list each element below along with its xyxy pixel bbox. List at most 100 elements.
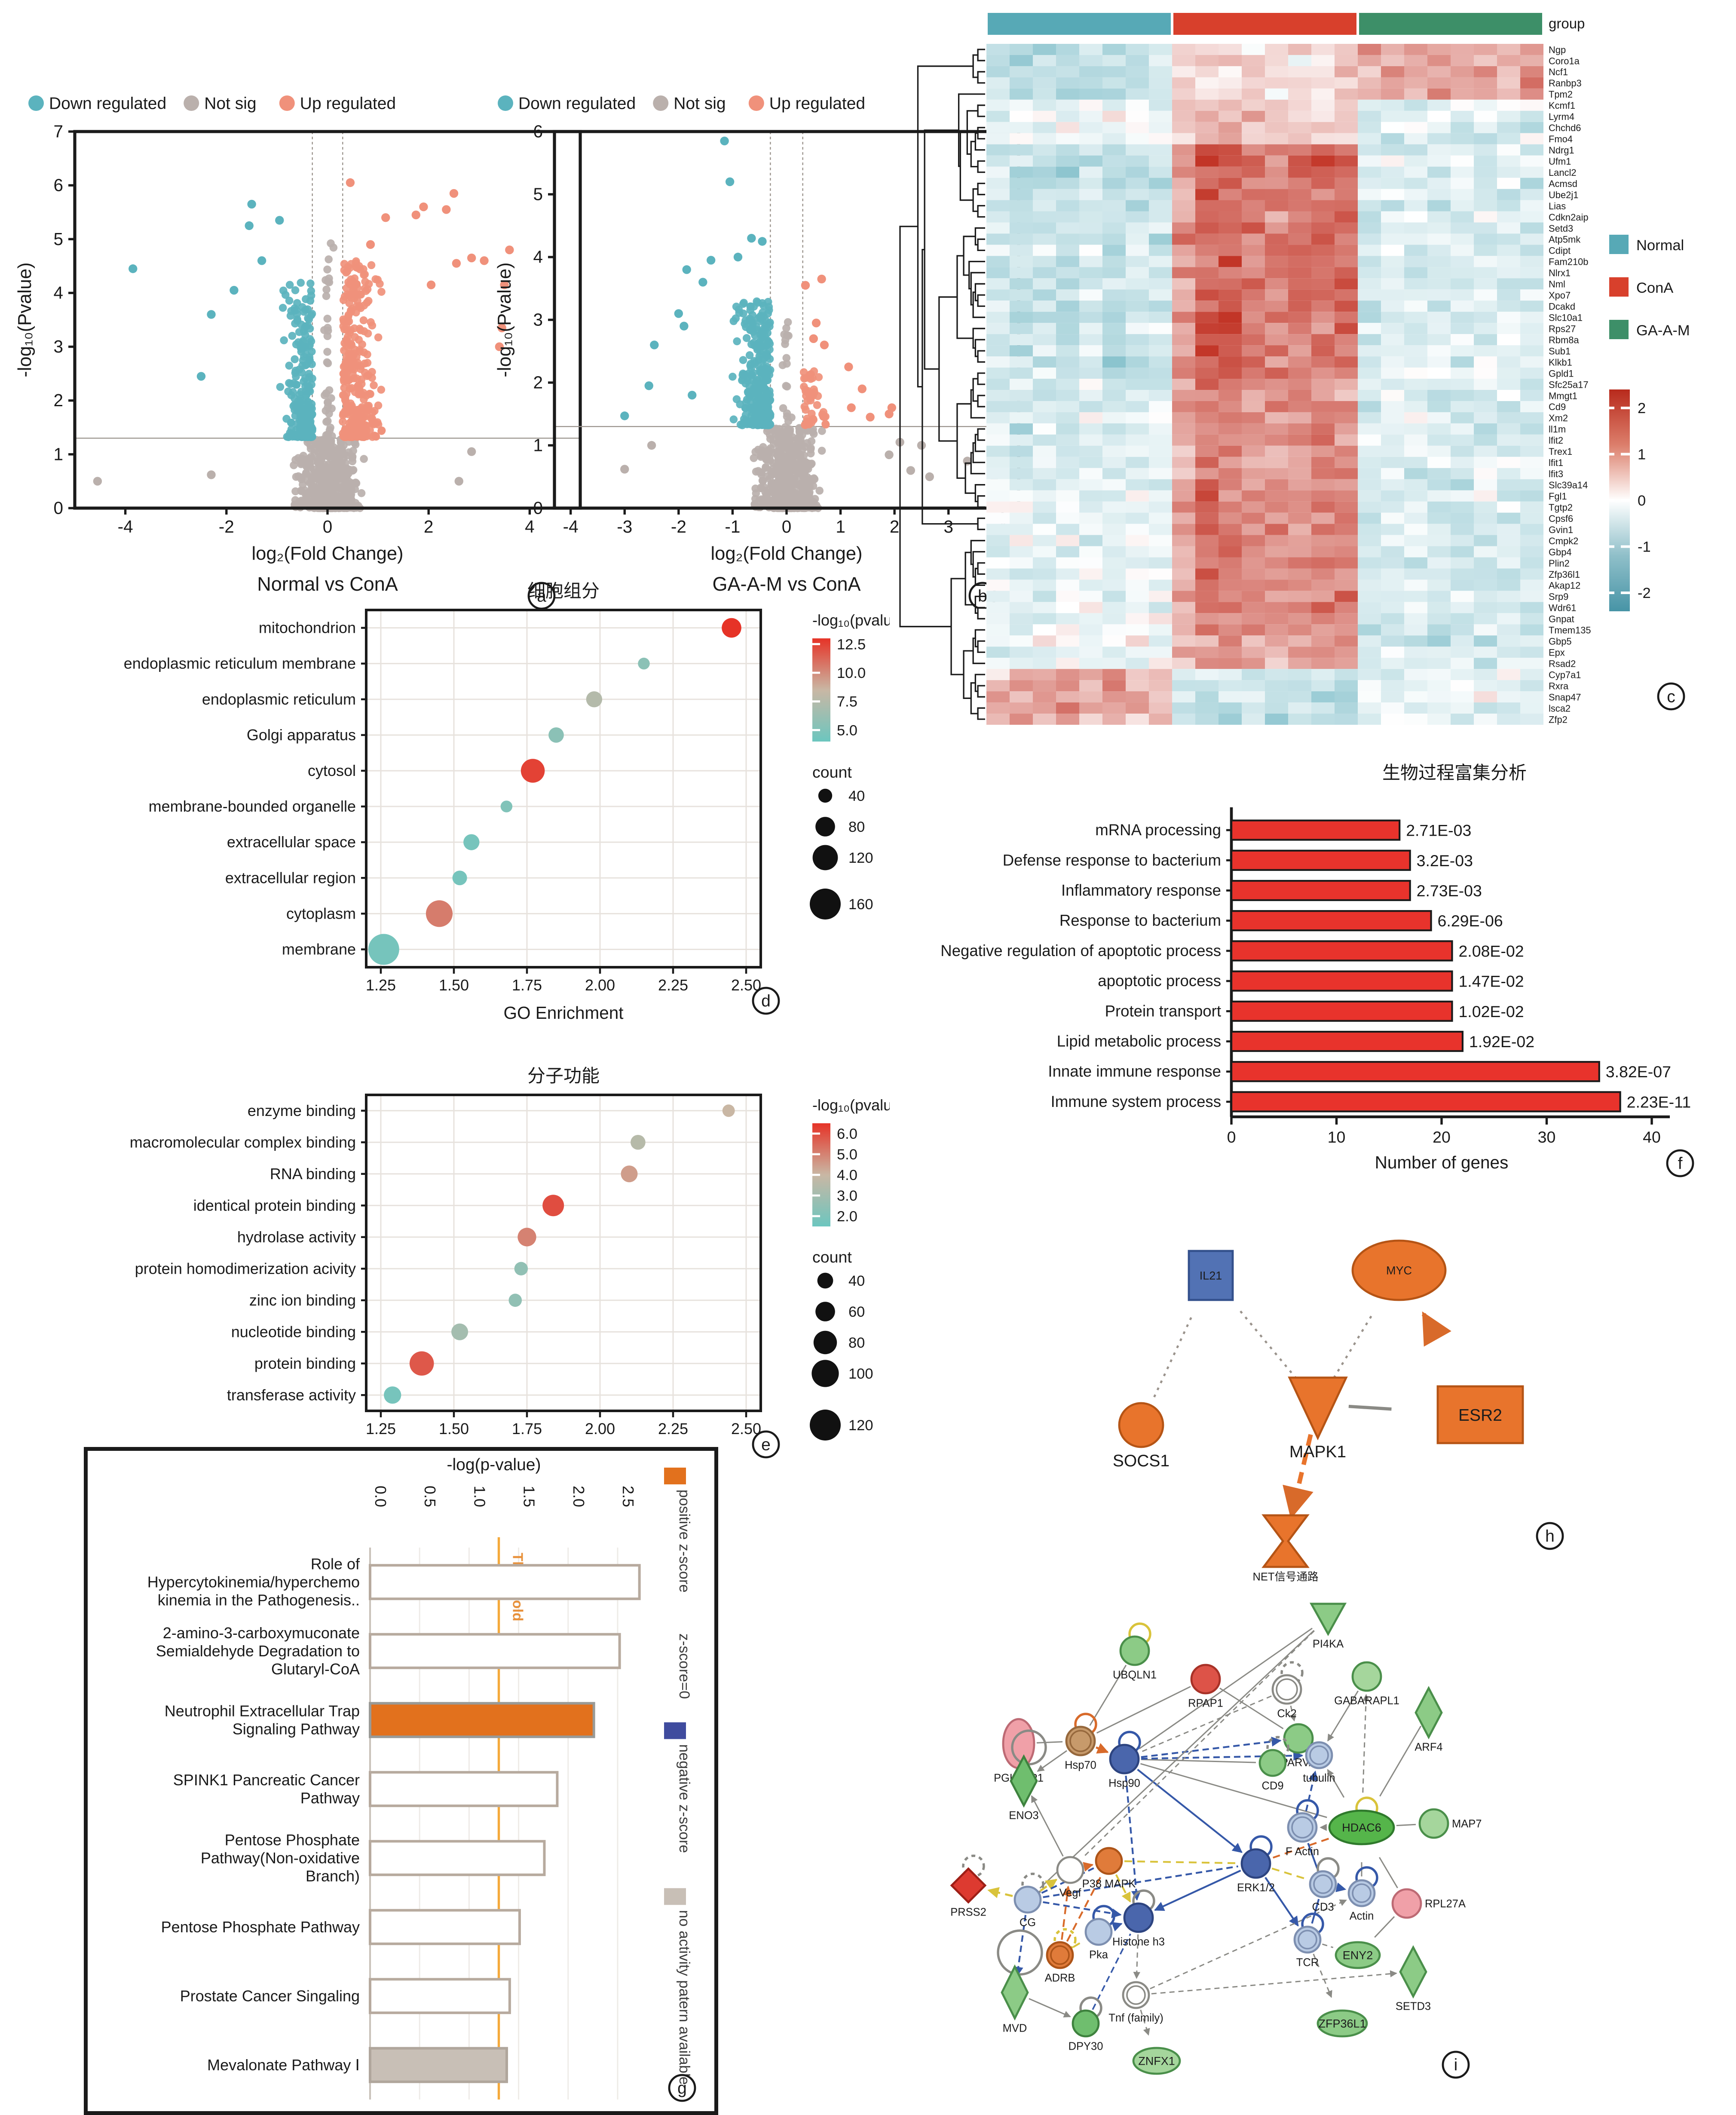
data-point xyxy=(811,495,819,503)
data-point xyxy=(325,274,333,282)
gene-label: Klkb1 xyxy=(1549,357,1572,368)
node-label: MAPK1 xyxy=(1289,1443,1346,1461)
heatmap-cell xyxy=(1381,110,1404,122)
heatmap-cell xyxy=(1427,99,1451,111)
data-point xyxy=(620,411,629,420)
heatmap-cell xyxy=(1520,211,1543,223)
heatmap-cell xyxy=(1358,379,1381,390)
data-point xyxy=(495,342,504,351)
heatmap-cell xyxy=(1520,200,1543,212)
panel-tag-letter: e xyxy=(761,1436,771,1454)
heatmap-cell xyxy=(1358,512,1381,524)
heatmap-cell xyxy=(1079,379,1102,390)
heatmap-cell xyxy=(1288,669,1311,680)
heatmap-cell xyxy=(1056,501,1079,513)
data-point xyxy=(354,411,363,420)
heatmap-cell xyxy=(1149,535,1172,546)
data-point xyxy=(357,489,366,497)
gene-label: Slc10a1 xyxy=(1549,313,1583,323)
heatmap-cell xyxy=(986,110,1010,122)
heatmap-cell xyxy=(1474,501,1497,513)
data-point xyxy=(753,403,762,411)
heatmap-cell xyxy=(1358,613,1381,625)
heatmap-cell xyxy=(1172,278,1195,290)
heatmap-cell xyxy=(1195,524,1219,535)
ipa-bar xyxy=(369,1840,546,1876)
heatmap-cell xyxy=(1474,323,1497,334)
category-label: Protein transport xyxy=(1105,1002,1221,1020)
heatmap-cell xyxy=(1219,546,1242,558)
heatmap-cell xyxy=(986,479,1010,490)
heatmap-cell xyxy=(1149,178,1172,189)
data-point xyxy=(336,443,345,451)
heatmap-cell xyxy=(1219,702,1242,714)
data-point xyxy=(291,286,300,294)
heatmap-cell xyxy=(986,133,1010,144)
heatmap-cell xyxy=(1126,591,1149,602)
heatmap-cell xyxy=(1126,356,1149,368)
heatmap-cell xyxy=(1335,189,1358,200)
heatmap-cell xyxy=(1497,445,1520,457)
heatmap-cell xyxy=(1335,356,1358,368)
heatmap-cell xyxy=(1451,110,1474,122)
node-label: ADRB xyxy=(1045,1972,1075,1984)
bubble-point xyxy=(514,1262,528,1276)
heatmap-cell xyxy=(1497,256,1520,267)
heatmap-cell xyxy=(1404,535,1427,546)
heatmap-cell xyxy=(1381,702,1404,714)
heatmap-cell xyxy=(1126,680,1149,692)
legend-label: Not sig xyxy=(674,95,726,113)
heatmap-cell xyxy=(1358,110,1381,122)
heatmap-cell xyxy=(1033,501,1056,513)
heatmap-cell xyxy=(1056,579,1079,591)
node-label: CD3 xyxy=(1312,1901,1334,1913)
heatmap-cell xyxy=(1056,524,1079,535)
heatmap-cell xyxy=(1126,133,1149,144)
heatmap-cell xyxy=(1474,635,1497,647)
node-shape xyxy=(1328,1809,1395,1845)
heatmap-cell xyxy=(1427,356,1451,368)
category-label-line: Pathway(Non-oxidative xyxy=(201,1849,360,1867)
heatmap-cell xyxy=(1033,211,1056,223)
heatmap-cell xyxy=(1474,88,1497,100)
node-CD9: CD9 xyxy=(1258,1736,1289,1792)
heatmap-cell xyxy=(1451,591,1474,602)
heatmap-cell xyxy=(1427,702,1451,714)
data-point xyxy=(368,433,377,441)
heatmap-cell xyxy=(1311,267,1335,279)
heatmap-cell xyxy=(1079,211,1102,223)
heatmap-cell xyxy=(1404,434,1427,446)
heatmap-cell xyxy=(1520,133,1543,144)
data-point xyxy=(340,260,349,268)
node-label: P38 MAPK xyxy=(1082,1878,1136,1890)
data-point xyxy=(374,276,382,284)
heatmap-cell xyxy=(1265,267,1288,279)
heatmap-cell xyxy=(1079,624,1102,636)
data-point xyxy=(356,420,365,429)
legend-dot xyxy=(279,95,295,111)
node-SETD3: SETD3 xyxy=(1396,1945,1431,2013)
heatmap-cell xyxy=(1172,691,1195,703)
heatmap-cell xyxy=(1404,669,1427,680)
heatmap-cell xyxy=(1497,412,1520,423)
heatmap-cell xyxy=(1335,334,1358,346)
heatmap-cell xyxy=(1427,368,1451,379)
heatmap-cell xyxy=(1033,479,1056,490)
heatmap-cell xyxy=(1172,233,1195,245)
heatmap-cell xyxy=(1404,524,1427,535)
heatmap-cell xyxy=(1102,278,1126,290)
heatmap-cell xyxy=(1474,658,1497,669)
heatmap-cell xyxy=(1079,468,1102,479)
gene-label: Fmo4 xyxy=(1549,134,1573,144)
heatmap-cell xyxy=(1497,289,1520,301)
pvalue-label: 6.29E-06 xyxy=(1438,912,1503,930)
heatmap-cell xyxy=(986,535,1010,546)
heatmap-cell xyxy=(1358,658,1381,669)
bubble-point xyxy=(542,1195,564,1217)
heatmap-cell xyxy=(1520,66,1543,77)
heatmap-cell xyxy=(1474,591,1497,602)
heatmap-cell xyxy=(1149,591,1172,602)
self-loop xyxy=(997,1929,1043,1976)
heatmap-cell xyxy=(1358,546,1381,558)
heatmap-cell xyxy=(1126,613,1149,625)
